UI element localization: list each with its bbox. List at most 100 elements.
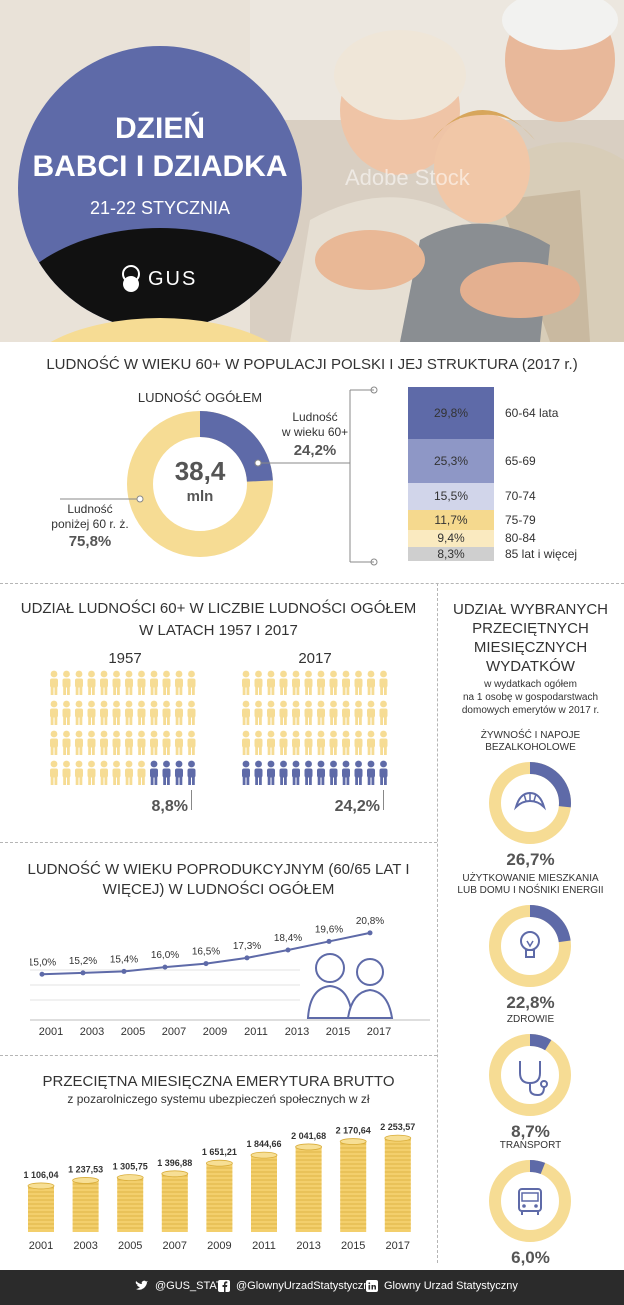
person-icon — [175, 700, 183, 725]
person-icon — [279, 730, 288, 755]
line-point — [367, 930, 373, 936]
person-icon — [62, 730, 71, 755]
divider-vertical — [437, 583, 438, 1263]
x-tick-label: 2017 — [386, 1240, 410, 1252]
expenses-subtitle-line: w wydatkach ogółem — [484, 679, 577, 690]
line-point-label: 15,2% — [69, 956, 97, 967]
title-circle — [18, 46, 302, 342]
person-icon — [125, 760, 133, 785]
x-tick-label: 2007 — [163, 1240, 187, 1252]
watermark-text: Adobe Stock — [345, 165, 471, 190]
x-tick-label: 2013 — [296, 1240, 320, 1252]
person-icon — [175, 760, 183, 785]
age-segment: 8,3% — [408, 546, 494, 561]
age-segment-label: 80-84 — [505, 531, 536, 546]
expense-label: ZDROWIE — [506, 1014, 555, 1025]
expense-ring-fill — [489, 905, 571, 987]
person-icon — [254, 670, 263, 695]
coin-stack-bar — [250, 1151, 278, 1232]
share-year1: 1957 — [108, 650, 142, 667]
facebook-handle[interactable]: @GlownyUrzadStatystyczny — [236, 1280, 375, 1292]
person-icon — [242, 730, 250, 755]
bar-value-label: 2 170,64 — [336, 1126, 371, 1136]
hero-banner: Adobe Stock DZIEŃ BABCI I DZIADKA 21-22 … — [0, 0, 624, 342]
age-segment-pct: 15,5% — [433, 489, 469, 504]
x-tick-label: 2005 — [121, 1026, 145, 1038]
share-title-line2: W LATACH 1957 I 2017 — [139, 622, 298, 639]
line-point — [39, 971, 45, 977]
under60-label-line2: poniżej 60 r. ż. — [51, 517, 129, 531]
gus-logo-text: GUS — [148, 267, 198, 290]
x-tick-label: 2011 — [244, 1026, 268, 1038]
person-icon — [137, 670, 146, 695]
expense-label: BEZALKOHOLOWE — [485, 742, 576, 753]
person-icon — [329, 730, 338, 755]
linkedin-handle[interactable]: Glowny Urzad Statystyczny — [384, 1280, 518, 1292]
footer: @GUS_STAT @GlownyUrzadStatystyczny Glown… — [0, 1270, 624, 1305]
share-value2: 24,2% — [334, 798, 380, 815]
hero-title-line2: BABCI I DZIADKA — [32, 150, 288, 183]
bar-value-label: 2 253,57 — [380, 1122, 415, 1132]
age-segment-label: 60-64 lata — [505, 405, 559, 420]
gus-logo: GUS — [120, 264, 197, 294]
person-icon — [354, 670, 363, 695]
person-icon — [87, 730, 96, 755]
share-title-line1: UDZIAŁ LUDNOŚCI 60+ W LICZBIE LUDNOŚCI O… — [20, 600, 417, 617]
person-icon — [87, 700, 96, 725]
over60-label-line1: Ludność — [292, 410, 338, 424]
line-point — [80, 970, 86, 976]
x-tick-label: 2001 — [39, 1026, 63, 1038]
population-title: LUDNOŚĆ W WIEKU 60+ W POPULACJI POLSKI I… — [46, 356, 578, 373]
person-icon — [50, 730, 58, 755]
person-icon — [50, 760, 58, 785]
person-icon — [367, 760, 375, 785]
coin-stack-bar — [161, 1170, 189, 1232]
expenses-subtitle-line: domowych emerytów w 2017 r. — [461, 705, 600, 716]
person-icon — [62, 700, 71, 725]
person-icon — [317, 700, 325, 725]
twitter-icon — [135, 1280, 148, 1290]
x-tick-label: 2009 — [207, 1240, 231, 1252]
x-tick-label: 2001 — [29, 1240, 53, 1252]
person-icon — [267, 670, 275, 695]
age-segment-label: 85 lat i więcej — [505, 546, 578, 561]
expense-ring — [489, 905, 571, 987]
line-point — [244, 955, 250, 961]
x-tick-label: 2013 — [285, 1026, 309, 1038]
person-icon — [304, 730, 313, 755]
line-point-label: 15,4% — [110, 954, 138, 965]
share-year2: 2017 — [298, 650, 332, 667]
bar-value-label: 1 651,21 — [202, 1147, 237, 1157]
twitter-handle[interactable]: @GUS_STAT — [155, 1280, 223, 1292]
person-icon — [162, 760, 171, 785]
x-tick-label: 2011 — [252, 1240, 276, 1252]
age-segment-pct: 25,3% — [433, 453, 469, 468]
person-icon — [329, 670, 338, 695]
divider — [0, 583, 624, 584]
person-icon — [187, 730, 196, 755]
expenses-subtitle: w wydatkach ogółem na 1 osobę w gospodars… — [437, 678, 624, 717]
hero-title-line1: DZIEŃ — [115, 112, 205, 145]
person-icon — [137, 700, 146, 725]
footer-facebook[interactable]: @GlownyUrzadStatystyczny — [218, 1280, 375, 1292]
x-tick-label: 2005 — [118, 1240, 142, 1252]
bar-value-label: 1 237,53 — [68, 1164, 103, 1174]
footer-linkedin[interactable]: Glowny Urzad Statystyczny — [366, 1280, 518, 1292]
age-segment: 11,7% — [408, 509, 494, 531]
people-pictogram-1957 — [50, 670, 196, 785]
person-icon — [379, 760, 388, 785]
person-icon — [292, 670, 300, 695]
age-segment-label: 70-74 — [505, 489, 536, 504]
total-value: 38,4 — [174, 456, 226, 486]
person-icon — [242, 700, 250, 725]
footer-twitter[interactable]: @GUS_STAT — [135, 1280, 223, 1292]
person-icon — [304, 700, 313, 725]
expense-label: LUB DOMU I NOŚNIKI ENERGII — [457, 885, 604, 896]
person-icon — [150, 730, 158, 755]
person-icon — [87, 760, 96, 785]
person-icon — [175, 670, 183, 695]
line-point-label: 18,4% — [274, 933, 302, 944]
coin-stack-bar — [295, 1143, 323, 1232]
person-icon — [267, 700, 275, 725]
age-structure-stack: 29,8% 25,3% 15,5% 11,7% 9,4% 8,3% — [408, 387, 494, 561]
